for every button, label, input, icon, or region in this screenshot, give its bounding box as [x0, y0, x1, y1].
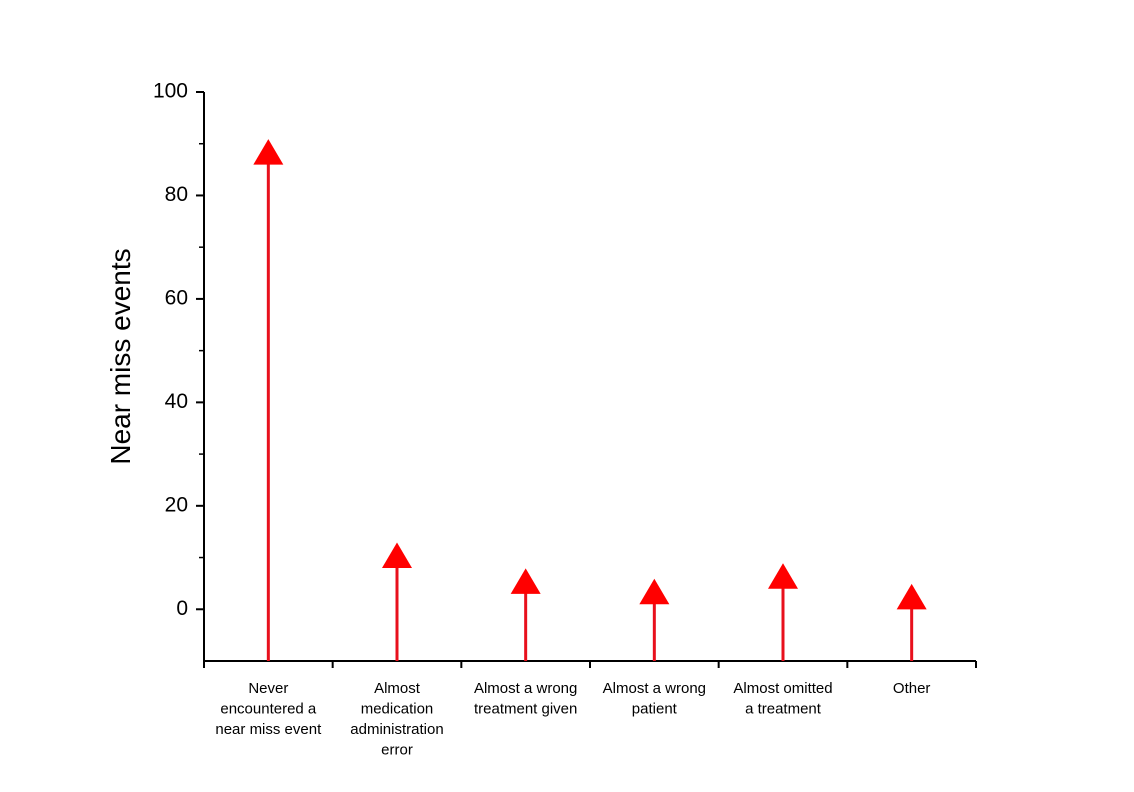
triangle-marker	[253, 139, 284, 165]
y-tick-label: 60	[165, 286, 188, 309]
x-category-label-line: error	[381, 742, 413, 759]
x-ticks: Never encountered a near miss event Almost m…	[203, 661, 977, 759]
x-category-label: Other	[893, 680, 931, 697]
x-category-label-line: patient	[632, 701, 678, 718]
x-category-label: Never encountered a near miss event	[215, 680, 322, 738]
x-category-label-line: Almost	[374, 680, 421, 697]
x-category-label-line: treatment given	[474, 701, 577, 718]
x-category-label-line: Almost a wrong	[603, 680, 706, 697]
y-tick-label: 100	[153, 80, 188, 103]
triangle-marker	[510, 568, 541, 594]
triangle-marker	[768, 563, 798, 589]
y-ticks: 0 20 40 60 80 100	[153, 80, 204, 620]
data-stems	[253, 139, 927, 661]
x-category-label-line: encountered a	[220, 701, 317, 718]
axes	[203, 92, 976, 662]
triangle-marker	[896, 583, 927, 610]
x-category-label-line: administration	[350, 721, 443, 738]
x-category-label-line: Almost a wrong	[474, 680, 577, 697]
y-tick-label: 40	[165, 390, 188, 413]
y-tick-label: 80	[165, 183, 188, 206]
x-category-label-line: Never	[248, 680, 288, 697]
x-category-label: Almost omitted a treatment	[733, 680, 832, 718]
y-tick-label: 20	[165, 493, 188, 516]
x-category-label: Almost a wrong patient	[603, 680, 706, 718]
x-category-label-line: Almost omitted	[733, 680, 832, 697]
x-category-label-line: Other	[893, 680, 931, 697]
y-axis-label: Near miss events	[105, 248, 136, 464]
x-category-label: Almost a wrong treatment given	[474, 680, 577, 718]
x-category-label: Almost medication administration error	[350, 680, 443, 759]
y-tick-label: 0	[176, 597, 188, 620]
x-category-label-line: medication	[361, 701, 434, 718]
x-category-label-line: a treatment	[745, 701, 822, 718]
triangle-marker	[639, 578, 670, 605]
x-category-label-line: near miss event	[215, 721, 322, 738]
triangle-marker	[382, 542, 412, 569]
